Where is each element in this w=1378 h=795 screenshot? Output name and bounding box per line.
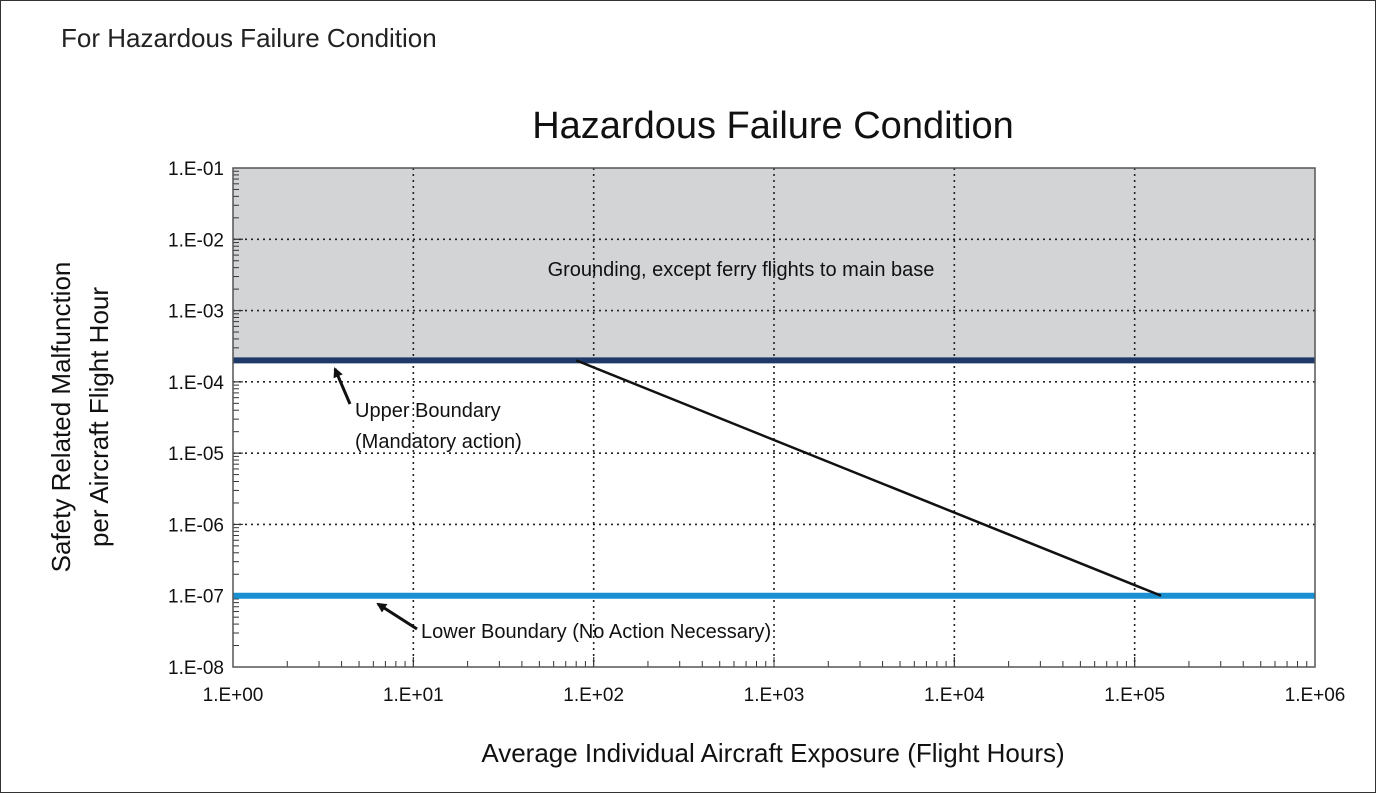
x-tick-label: 1.E+03: [744, 685, 805, 706]
y-tick-label: 1.E-08: [168, 658, 224, 679]
lower-boundary-arrow: [376, 602, 418, 631]
plot-border: [232, 167, 1316, 668]
x-axis-label: Average Individual Aircraft Exposure (Fl…: [481, 738, 1064, 768]
y-axis-label-line1: Safety Related Malfunction: [46, 262, 76, 573]
chart-title: Hazardous Failure Condition: [532, 105, 1014, 147]
y-tick-label: 1.E-05: [168, 444, 224, 465]
corner-title: For Hazardous Failure Condition: [61, 23, 437, 53]
upper-boundary-label-line1: Upper Boundary: [355, 400, 501, 422]
grounding-label: Grounding, except ferry flights to main …: [548, 259, 935, 281]
lower-boundary-label: Lower Boundary (No Action Necessary): [421, 621, 771, 643]
y-tick-labels: 1.E-01 1.E-02 1.E-03 1.E-04 1.E-05 1.E-06 1.E-…: [168, 159, 224, 679]
y-axis-label: Safety Related Malfunction per Aircraft …: [46, 262, 114, 573]
y-tick-label: 1.E-02: [168, 230, 224, 251]
y-tick-label: 1.E-04: [168, 373, 224, 394]
y-tick-label: 1.E-06: [168, 515, 224, 536]
transition-line: [575, 359, 1162, 597]
x-tick-label: 1.E+05: [1104, 685, 1165, 706]
x-tick-labels: 1.E+00 1.E+01 1.E+02 1.E+03 1.E+04 1.E+05 1.E+…: [203, 685, 1346, 706]
upper-boundary-label-line2: (Mandatory action): [355, 431, 522, 453]
x-tick-label: 1.E+02: [563, 685, 624, 706]
y-tick-label: 1.E-03: [168, 302, 224, 323]
x-tick-label: 1.E+06: [1285, 685, 1346, 706]
x-tick-label: 1.E+00: [203, 685, 264, 706]
y-tick-label: 1.E-01: [168, 159, 224, 180]
x-tick-label: 1.E+04: [924, 685, 985, 706]
y-tick-label: 1.E-07: [168, 587, 224, 608]
x-tick-label: 1.E+01: [383, 685, 444, 706]
y-axis-label-line2: per Aircraft Flight Hour: [84, 287, 114, 547]
upper-boundary-arrow: [333, 367, 352, 405]
